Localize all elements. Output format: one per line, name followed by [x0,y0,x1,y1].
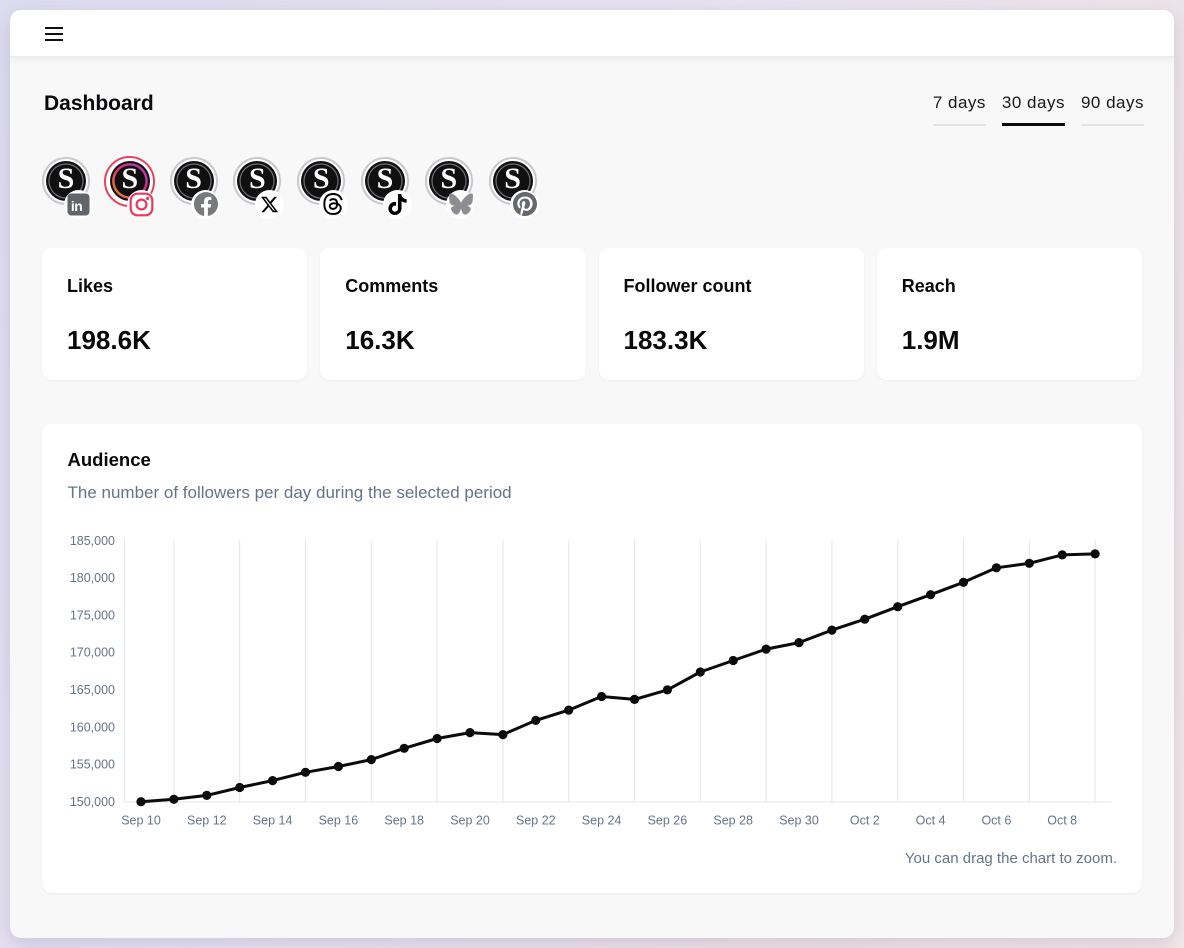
svg-text:185,000: 185,000 [70,534,115,548]
svg-text:in: in [70,198,81,214]
svg-text:Sep 26: Sep 26 [648,814,688,828]
svg-text:Sep 28: Sep 28 [713,814,753,828]
svg-text:165,000: 165,000 [70,683,115,697]
svg-text:Sep 30: Sep 30 [779,814,819,828]
svg-text:155,000: 155,000 [70,758,115,772]
svg-text:Sep 22: Sep 22 [516,814,556,828]
svg-text:Sep 12: Sep 12 [187,814,227,828]
svg-text:Sep 24: Sep 24 [582,814,622,828]
svg-text:Sep 20: Sep 20 [450,814,490,828]
svg-text:Sep 18: Sep 18 [384,814,424,828]
svg-text:Oct 4: Oct 4 [916,814,946,828]
svg-text:Oct 8: Oct 8 [1047,814,1077,828]
svg-text:Oct 2: Oct 2 [850,814,880,828]
svg-text:175,000: 175,000 [70,608,115,622]
svg-text:180,000: 180,000 [70,571,115,585]
svg-text:160,000: 160,000 [70,720,115,734]
svg-text:Sep 16: Sep 16 [319,814,359,828]
svg-text:Sep 10: Sep 10 [121,814,161,828]
svg-text:Sep 14: Sep 14 [253,814,293,828]
svg-text:150,000: 150,000 [70,795,115,809]
svg-text:Oct 6: Oct 6 [981,814,1011,828]
svg-text:170,000: 170,000 [70,646,115,660]
